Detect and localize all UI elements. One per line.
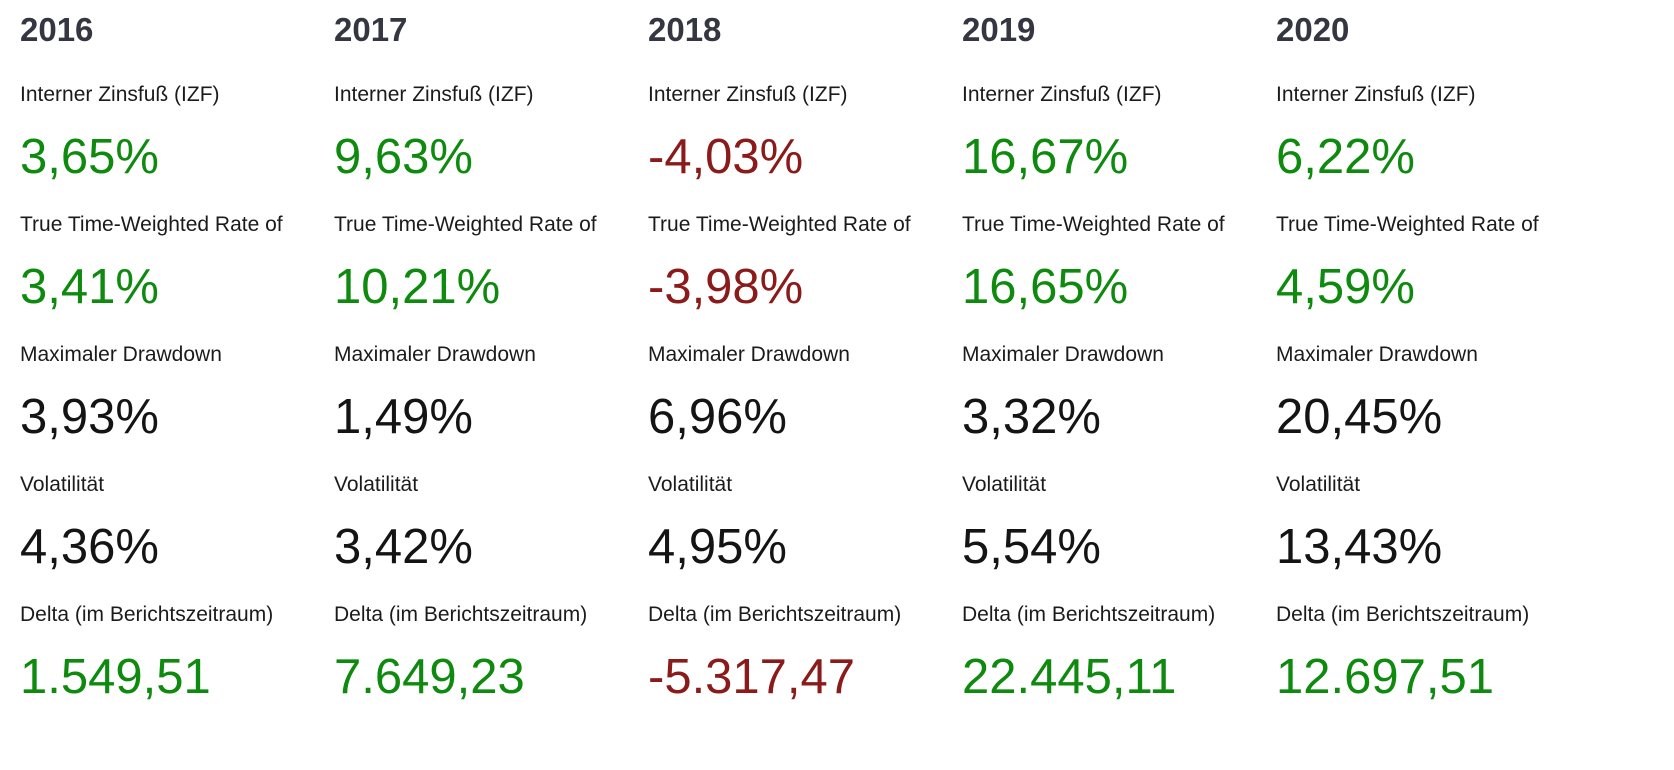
metric-value-delta: 12.697,51 [1276, 650, 1494, 704]
metric-value-delta: 7.649,23 [334, 650, 525, 704]
metric-label-volatility: Volatilität [20, 474, 105, 496]
metric-value-izf: 6,22% [1276, 130, 1415, 184]
metric-value-ttwror: 3,41% [20, 260, 159, 314]
year-card-2016[interactable]: 2016 Interner Zinsfuß (IZF) 3,65% True T… [20, 13, 316, 734]
metric-label-drawdown: Maximaler Drawdown [20, 344, 222, 366]
year-header: 2020 [1276, 13, 1350, 48]
metric-value-volatility: 4,95% [648, 520, 787, 574]
metric-label-drawdown: Maximaler Drawdown [962, 344, 1164, 366]
year-header: 2019 [962, 13, 1036, 48]
metric-label-izf: Interner Zinsfuß (IZF) [648, 84, 848, 106]
metric-value-delta: 1.549,51 [20, 650, 211, 704]
metric-value-volatility: 13,43% [1276, 520, 1443, 574]
metric-label-volatility: Volatilität [334, 474, 419, 496]
kpi-board: 2016 Interner Zinsfuß (IZF) 3,65% True T… [20, 13, 1572, 734]
metric-label-ttwror: True Time-Weighted Rate of [1276, 214, 1539, 236]
metric-value-izf: 9,63% [334, 130, 473, 184]
metric-value-volatility: 5,54% [962, 520, 1101, 574]
metric-value-drawdown: 20,45% [1276, 390, 1443, 444]
metric-value-delta: -5.317,47 [648, 650, 856, 704]
metric-value-drawdown: 6,96% [648, 390, 787, 444]
metric-value-izf: 16,67% [962, 130, 1129, 184]
metric-value-drawdown: 3,32% [962, 390, 1101, 444]
metric-value-izf: -4,03% [648, 130, 804, 184]
metric-value-ttwror: 16,65% [962, 260, 1129, 314]
year-card-2019[interactable]: 2019 Interner Zinsfuß (IZF) 16,67% True … [962, 13, 1258, 734]
metric-label-volatility: Volatilität [962, 474, 1047, 496]
metric-value-ttwror: -3,98% [648, 260, 804, 314]
metric-label-drawdown: Maximaler Drawdown [648, 344, 850, 366]
metric-value-drawdown: 1,49% [334, 390, 473, 444]
metric-label-drawdown: Maximaler Drawdown [1276, 344, 1478, 366]
metric-value-volatility: 3,42% [334, 520, 473, 574]
year-header: 2018 [648, 13, 722, 48]
metric-value-drawdown: 3,93% [20, 390, 159, 444]
metric-label-izf: Interner Zinsfuß (IZF) [1276, 84, 1476, 106]
metric-value-izf: 3,65% [20, 130, 159, 184]
metric-label-ttwror: True Time-Weighted Rate of [962, 214, 1225, 236]
metric-label-delta: Delta (im Berichtszeitraum) [648, 604, 902, 626]
metric-value-ttwror: 10,21% [334, 260, 501, 314]
year-header: 2017 [334, 13, 408, 48]
metric-label-ttwror: True Time-Weighted Rate of [20, 214, 283, 236]
metric-label-ttwror: True Time-Weighted Rate of [648, 214, 911, 236]
metric-value-ttwror: 4,59% [1276, 260, 1415, 314]
metric-label-izf: Interner Zinsfuß (IZF) [962, 84, 1162, 106]
metric-label-delta: Delta (im Berichtszeitraum) [334, 604, 588, 626]
year-header: 2016 [20, 13, 94, 48]
metric-value-delta: 22.445,11 [962, 650, 1177, 704]
metric-label-volatility: Volatilität [648, 474, 733, 496]
metric-label-delta: Delta (im Berichtszeitraum) [1276, 604, 1530, 626]
metric-label-volatility: Volatilität [1276, 474, 1361, 496]
metric-label-izf: Interner Zinsfuß (IZF) [20, 84, 220, 106]
metric-label-delta: Delta (im Berichtszeitraum) [20, 604, 274, 626]
metric-value-volatility: 4,36% [20, 520, 159, 574]
metric-label-drawdown: Maximaler Drawdown [334, 344, 536, 366]
year-card-2018[interactable]: 2018 Interner Zinsfuß (IZF) -4,03% True … [648, 13, 944, 734]
year-card-2017[interactable]: 2017 Interner Zinsfuß (IZF) 9,63% True T… [334, 13, 630, 734]
metric-label-izf: Interner Zinsfuß (IZF) [334, 84, 534, 106]
year-card-2020[interactable]: 2020 Interner Zinsfuß (IZF) 6,22% True T… [1276, 13, 1572, 734]
metric-label-ttwror: True Time-Weighted Rate of [334, 214, 597, 236]
metric-label-delta: Delta (im Berichtszeitraum) [962, 604, 1216, 626]
